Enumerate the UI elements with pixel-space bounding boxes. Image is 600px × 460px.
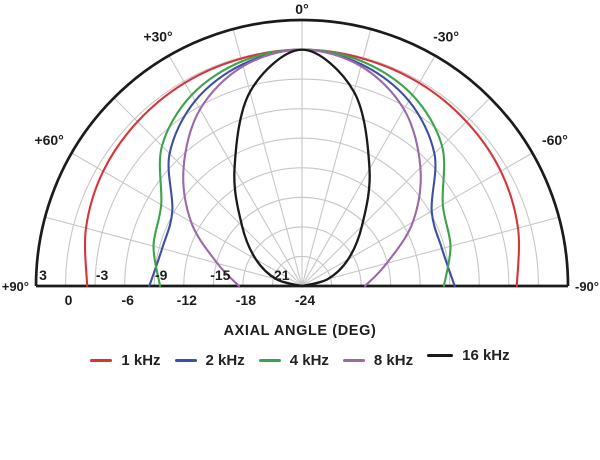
svg-text:+60°: +60° xyxy=(34,132,63,148)
svg-text:+90°: +90° xyxy=(2,279,29,294)
legend-label-16khz: 16 kHz xyxy=(462,347,510,364)
svg-text:-3: -3 xyxy=(96,267,109,283)
svg-text:-6: -6 xyxy=(121,292,134,308)
svg-text:+30°: +30° xyxy=(143,29,172,45)
legend-swatch-8khz xyxy=(342,358,365,363)
svg-text:0: 0 xyxy=(65,292,73,308)
polar-plot: 3 -3 -9 -15 -21 0 -6 -12 -18 -24 0° +30° -30° +60° -60… xyxy=(2,1,599,308)
svg-text:-15: -15 xyxy=(210,267,230,283)
svg-text:-18: -18 xyxy=(236,292,256,308)
x-axis-title: AXIAL ANGLE (DEG) xyxy=(223,323,377,339)
legend-label-1khz: 1 kHz xyxy=(121,352,161,369)
svg-text:-90°: -90° xyxy=(575,279,599,294)
svg-text:-21: -21 xyxy=(269,267,289,283)
polar-plot-canvas: 3 -3 -9 -15 -21 0 -6 -12 -18 -24 0° +30° -30° +60° -60… xyxy=(2,1,599,308)
legend-item-2khz: 2 kHz xyxy=(174,352,245,369)
legend-item-16khz: 16 kHz xyxy=(427,347,510,364)
legend-swatch-16khz xyxy=(427,353,454,358)
legend-label-8khz: 8 kHz xyxy=(373,352,414,369)
legend-swatch-4khz xyxy=(258,358,281,363)
legend-item-8khz: 8 kHz xyxy=(342,352,414,369)
legend-item-4khz: 4 kHz xyxy=(258,352,329,369)
legend-label-2khz: 2 kHz xyxy=(205,352,245,369)
legend-swatch-1khz xyxy=(90,358,113,363)
svg-text:-24: -24 xyxy=(295,292,315,308)
legend: 1 kHz 2 kHz 4 kHz 8 kHz 16 kHz xyxy=(0,347,600,369)
legend-label-4khz: 4 kHz xyxy=(289,352,329,369)
svg-text:-30°: -30° xyxy=(433,29,459,45)
svg-text:-12: -12 xyxy=(177,292,197,308)
svg-text:0°: 0° xyxy=(295,1,308,17)
legend-item-1khz: 1 kHz xyxy=(90,352,161,369)
svg-text:-9: -9 xyxy=(155,267,168,283)
svg-text:3: 3 xyxy=(39,267,47,283)
svg-text:-60°: -60° xyxy=(542,132,568,148)
legend-swatch-2khz xyxy=(174,358,197,363)
